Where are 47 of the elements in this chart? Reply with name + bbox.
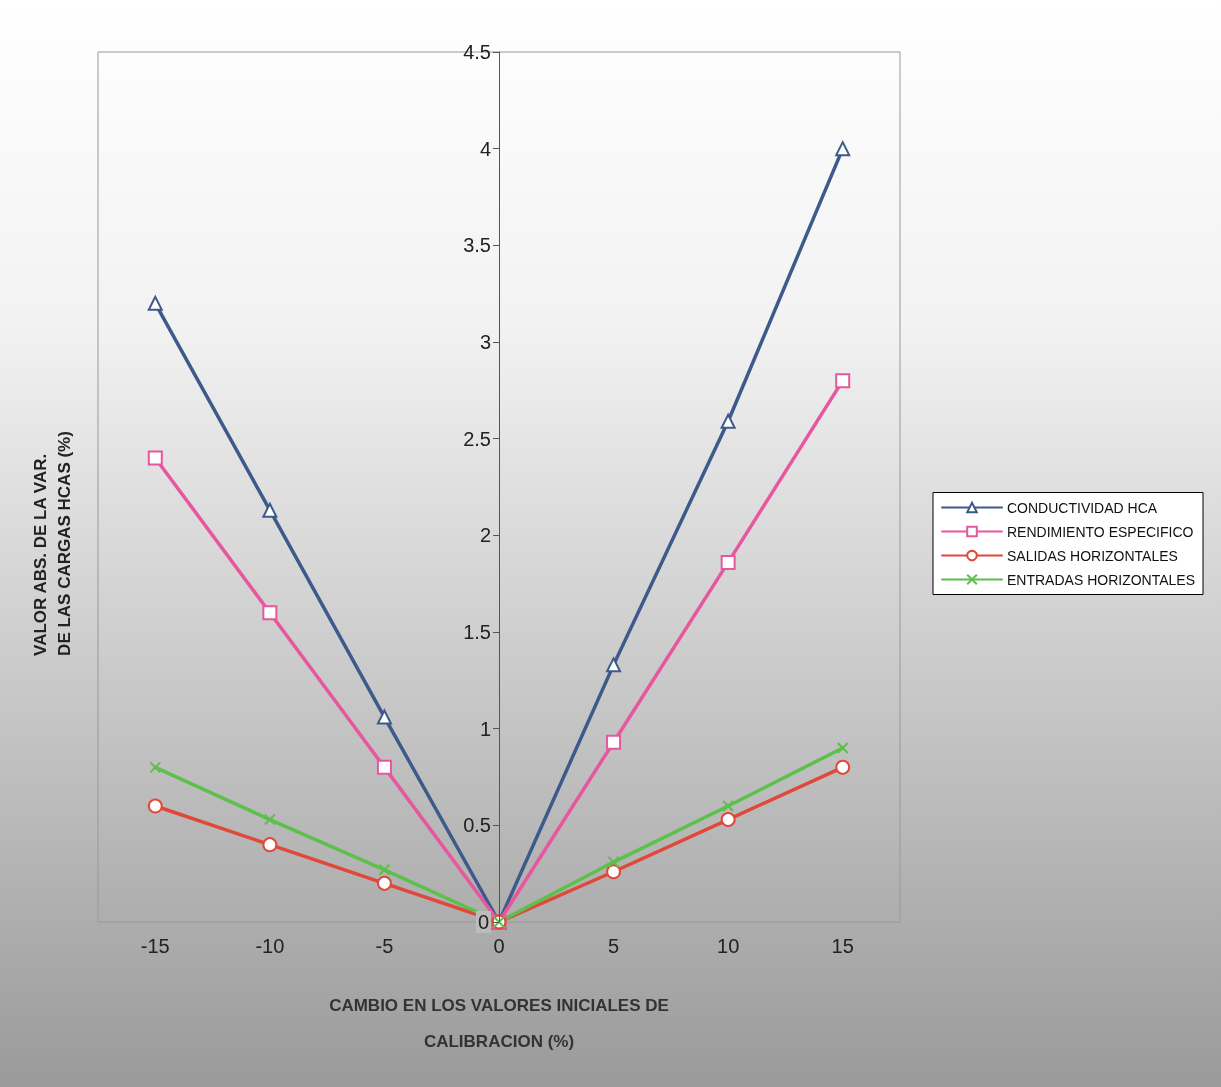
- x-tick-label: 0: [493, 935, 505, 957]
- y-tick-label: 4: [479, 137, 491, 160]
- point: [262, 837, 278, 853]
- point: [262, 502, 278, 518]
- point: [147, 295, 163, 311]
- y-tick-label: 1.5: [463, 621, 491, 643]
- point: [376, 709, 392, 725]
- x-tick-label: 15: [831, 935, 854, 957]
- point: [147, 798, 163, 814]
- y-tick-label: 0: [477, 911, 489, 933]
- point: [720, 812, 736, 828]
- x-tick-label: -15: [140, 935, 170, 957]
- point: [607, 856, 620, 869]
- legend-label: ENTRADAS HORIZONTALES: [1007, 571, 1196, 588]
- point: [376, 875, 392, 891]
- point: [835, 141, 851, 157]
- point: [836, 742, 849, 754]
- y-tick-label: 1: [479, 717, 491, 740]
- point: [147, 450, 163, 466]
- point: [720, 413, 736, 429]
- y-tick-label: 4.5: [463, 41, 491, 63]
- x-axis-title: CAMBIO EN LOS VALORES INICIALES DE CALIBRACION (%): [329, 995, 669, 1051]
- point: [835, 759, 851, 775]
- point: [606, 864, 622, 880]
- x-tick-label: -5: [375, 935, 394, 957]
- x-tick-label: 10: [717, 935, 740, 957]
- y-axis-title: VALOR ABS. DE LA VAR. DE LAS CARGAS HCAS (%): [30, 431, 74, 656]
- y-tick-label: 2.5: [463, 427, 491, 450]
- y-tick-label: 3.5: [463, 234, 491, 257]
- point: [376, 759, 392, 775]
- y-tick-label: 2: [479, 524, 491, 547]
- point: [722, 800, 735, 812]
- legend-label: SALIDAS HORIZONTALES: [1007, 547, 1178, 564]
- point: [149, 761, 162, 774]
- y-tick-label: 3: [479, 331, 491, 353]
- x-tick-label: 5: [608, 935, 620, 957]
- x-tick-label: -10: [255, 935, 285, 957]
- legend-label: RENDIMIENTO ESPECIFICO: [1007, 523, 1194, 540]
- y-tick-label: 0.5: [463, 814, 491, 837]
- point: [606, 734, 622, 750]
- legend-label: CONDUCTIVIDAD HCA: [1007, 499, 1158, 516]
- point: [263, 813, 276, 826]
- point: [720, 554, 736, 570]
- point: [606, 657, 622, 673]
- point: [262, 605, 278, 621]
- point: [835, 373, 851, 389]
- point: [378, 863, 391, 876]
